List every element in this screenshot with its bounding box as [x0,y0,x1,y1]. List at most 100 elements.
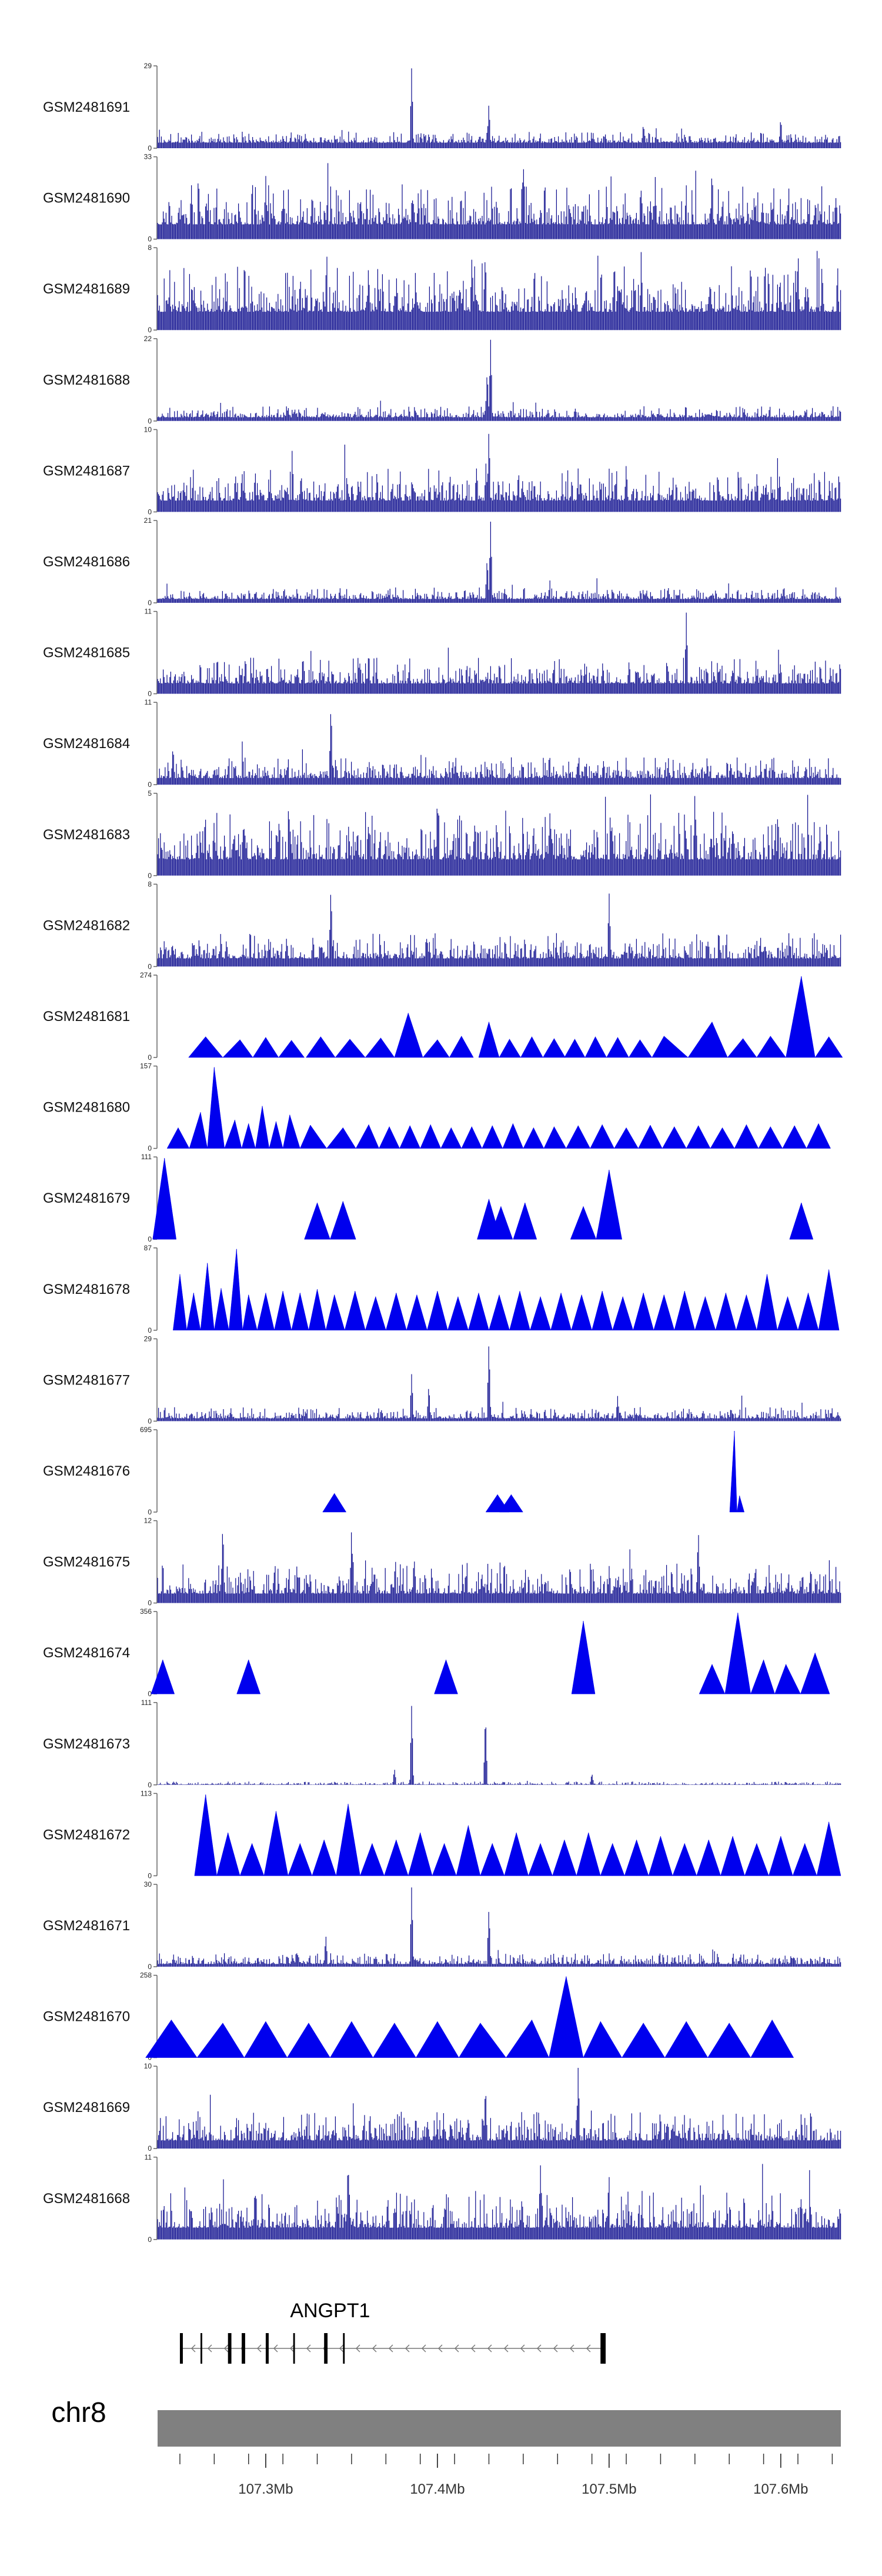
track-label: GSM2481690 [43,191,130,206]
y-min-label: 0 [148,1417,152,1425]
gene-exon [324,2333,328,2364]
coverage-signal [157,2068,841,2149]
coverage-area [478,1021,566,1058]
y-min-label: 0 [148,326,152,334]
axis-tick-label: 107.5Mb [582,2481,636,2497]
strand-arrow-icon [437,2344,443,2353]
axis-tick-label: 107.4Mb [410,2481,465,2497]
track-GSM2481691: GSM2481691 29 0 [43,62,841,152]
coverage-signal [157,163,841,239]
gene-exon [179,2333,183,2364]
tracks-layer: GSM2481691290GSM2481690330GSM248168980GS… [43,62,843,2244]
y-min-label: 0 [148,1963,152,1971]
coverage-signal [157,714,841,785]
y-min-label: 0 [148,144,152,152]
y-min-label: 0 [148,235,152,243]
coverage-area [729,1430,745,1513]
strand-arrow-icon [421,2344,426,2353]
track-GSM2481680: GSM2481680 157 0 [43,1062,831,1153]
y-max-label: 29 [144,62,152,70]
coverage-signal [157,893,841,967]
track-GSM2481683: GSM2481683 5 0 [43,789,841,880]
strand-arrow-icon [372,2344,377,2353]
y-min-label: 0 [148,2235,152,2244]
strand-arrow-icon [553,2344,558,2353]
track-label: GSM2481682 [43,917,130,933]
coverage-area [306,1012,474,1058]
track-label: GSM2481680 [43,1100,130,1116]
coverage-area [570,1170,623,1240]
track-label: GSM2481674 [43,1645,130,1661]
track-label: GSM2481686 [43,554,130,570]
chromosome-band [158,2410,841,2447]
strand-arrow-icon [405,2344,410,2353]
coverage-area [194,1794,841,1877]
y-max-label: 22 [144,335,152,343]
y-min-label: 0 [148,417,152,425]
y-max-label: 258 [140,1971,152,1980]
track-label: GSM2481683 [43,827,130,843]
coverage-signal [157,1346,841,1422]
strand-arrow-icon [223,2344,229,2353]
y-min-label: 0 [148,1326,152,1334]
y-max-label: 111 [141,1153,152,1161]
coverage-area [145,1976,794,2058]
track-GSM2481686: GSM2481686 21 0 [43,516,841,607]
coverage-signal [157,1532,841,1603]
y-max-label: 113 [141,1789,152,1797]
coverage-signal [157,251,841,331]
y-max-label: 11 [145,608,152,616]
y-min-label: 0 [148,1144,152,1153]
gene-exon [200,2333,202,2364]
track-label: GSM2481671 [43,1918,130,1934]
track-GSM2481674: GSM2481674 356 0 [43,1607,830,1698]
track-label: GSM2481678 [43,1282,130,1297]
gene-exon [343,2333,345,2364]
y-min-label: 0 [148,508,152,516]
track-GSM2481689: GSM2481689 8 0 [43,243,841,334]
strand-arrow-icon [520,2344,525,2353]
y-min-label: 0 [148,1235,152,1243]
y-min-label: 0 [148,1599,152,1607]
track-label: GSM2481668 [43,2191,130,2207]
y-min-label: 0 [148,1871,152,1880]
coverage-signal [157,433,841,512]
y-max-label: 157 [140,1062,152,1070]
y-max-label: 87 [144,1244,152,1252]
strand-arrow-icon [339,2344,344,2353]
strand-arrow-icon [256,2344,262,2353]
y-max-label: 356 [140,1607,152,1616]
strand-arrow-icon [536,2344,542,2353]
track-GSM2481668: GSM2481668 11 0 [43,2153,841,2244]
strand-arrow-icon [388,2344,393,2353]
y-max-label: 8 [148,243,152,252]
gene-exon [293,2333,295,2364]
strand-arrow-icon [355,2344,360,2353]
track-GSM2481670: GSM24816702580 [43,1971,794,2062]
y-max-label: 8 [148,880,152,888]
y-max-label: 5 [148,789,152,798]
strand-arrow-icon [470,2344,476,2353]
strand-arrow-icon [454,2344,459,2353]
strand-arrow-icon [503,2344,509,2353]
y-min-label: 0 [148,690,152,698]
gene-exon [228,2333,232,2364]
track-GSM2481682: GSM2481682 8 0 [43,880,841,970]
axis-tick-label: 107.3Mb [238,2481,293,2497]
y-max-label: 111 [141,1699,152,1707]
strand-arrow-icon [191,2344,196,2353]
coverage-signal [157,1706,841,1785]
y-max-label: 11 [145,2153,152,2161]
track-GSM2481676: GSM2481676 695 0 [43,1426,745,1516]
y-max-label: 29 [144,1334,152,1343]
track-label: GSM2481673 [43,1736,130,1752]
coverage-signal [157,794,841,876]
track-label: GSM2481691 [43,99,130,115]
gene-exon [600,2333,606,2364]
y-min-label: 0 [148,1053,152,1062]
coverage-area [166,1067,831,1149]
track-label: GSM2481670 [43,2009,130,2025]
strand-arrow-icon [207,2344,212,2353]
coverage-area [699,1613,830,1695]
coverage-signal [157,1887,841,1967]
